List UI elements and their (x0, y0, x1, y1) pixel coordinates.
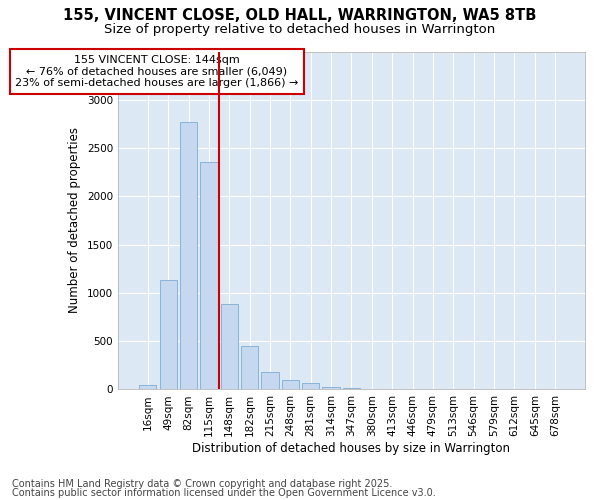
Bar (139, 385, 157, 390)
Bar (180, 122, 197, 390)
Y-axis label: Number of detached properties: Number of detached properties (68, 128, 81, 314)
Bar (343, 388, 360, 390)
Bar (302, 383, 319, 390)
Text: Size of property relative to detached houses in Warrington: Size of property relative to detached ho… (104, 22, 496, 36)
Bar (221, 304, 238, 390)
Bar (160, 280, 177, 390)
Bar (282, 380, 299, 390)
Text: Contains HM Land Registry data © Crown copyright and database right 2025.: Contains HM Land Registry data © Crown c… (12, 479, 392, 489)
Bar (241, 346, 259, 390)
Text: 155 VINCENT CLOSE: 144sqm
← 76% of detached houses are smaller (6,049)
23% of se: 155 VINCENT CLOSE: 144sqm ← 76% of detac… (15, 55, 299, 88)
Text: 155, VINCENT CLOSE, OLD HALL, WARRINGTON, WA5 8TB: 155, VINCENT CLOSE, OLD HALL, WARRINGTON… (64, 8, 536, 22)
Bar (262, 372, 278, 390)
Bar (200, 162, 218, 390)
Text: Contains public sector information licensed under the Open Government Licence v3: Contains public sector information licen… (12, 488, 436, 498)
Bar (322, 386, 340, 390)
X-axis label: Distribution of detached houses by size in Warrington: Distribution of detached houses by size … (193, 442, 511, 455)
